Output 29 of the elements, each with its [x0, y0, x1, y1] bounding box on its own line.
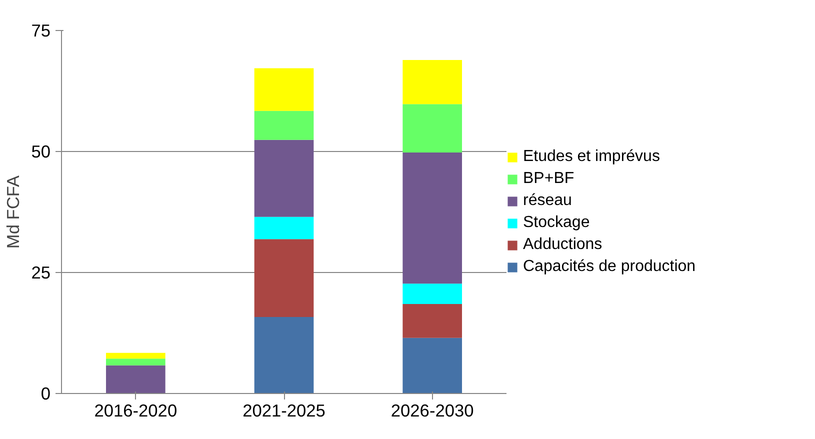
bar [254, 110, 314, 140]
legend-label: Capacités de production [523, 258, 696, 276]
legend-label: BP+BF [523, 170, 574, 188]
bar [254, 317, 314, 394]
bar [402, 60, 462, 104]
bar [254, 216, 314, 240]
bar [106, 365, 166, 394]
bar [254, 140, 314, 217]
x-tick-label: 2016-2020 [94, 400, 178, 420]
bar [106, 358, 166, 366]
legend-label: Adductions [523, 236, 602, 254]
legend-label: Etudes et imprévus [523, 148, 660, 166]
bar [254, 68, 314, 111]
x-tick-label: 2026-2030 [390, 400, 474, 420]
bar [106, 352, 166, 359]
bar [402, 104, 462, 152]
bar [254, 239, 314, 318]
bar [402, 152, 462, 284]
legend-label: réseau [523, 192, 572, 210]
bar [402, 284, 462, 304]
y-tick-label: 25 [31, 262, 51, 282]
y-tick-label: 75 [31, 20, 51, 40]
bar [402, 338, 462, 394]
x-tick-label: 2021-2025 [242, 400, 326, 420]
y-axis-title: Md FCFA [3, 174, 24, 249]
bar [402, 304, 462, 338]
y-tick-label: 0 [40, 384, 51, 404]
legend-label: Stockage [523, 214, 590, 232]
y-tick-label: 50 [31, 142, 51, 162]
